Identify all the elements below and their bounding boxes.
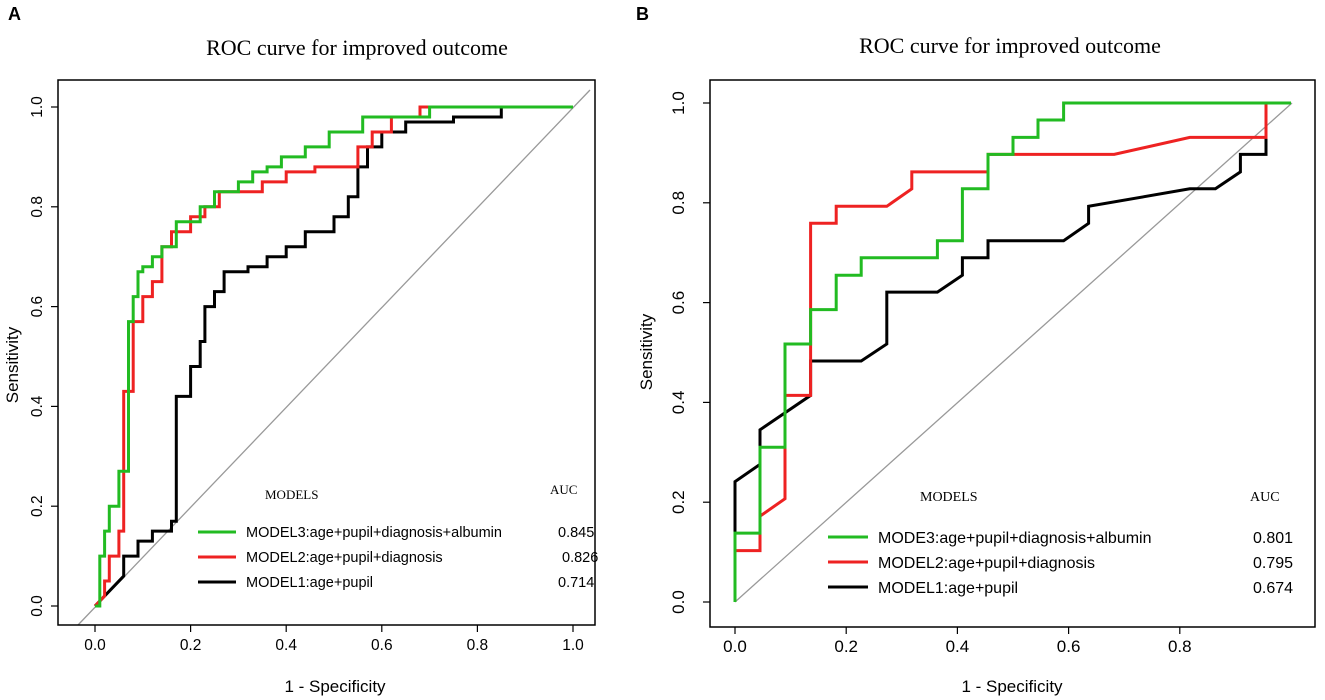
panel-b-plot-frame	[709, 79, 1316, 628]
panel-a-legend-auc-model1: 0.714	[558, 575, 594, 591]
panel-a-y-tick-label: 0.4	[29, 395, 46, 417]
panel-b-roc-line-mode3	[733, 101, 1291, 602]
panel-b-x-tick-label: 0.0	[723, 637, 747, 656]
panel-a-x-tick-label: 0.2	[180, 637, 202, 654]
panel-b-legend-label-model3: MODE3:age+pupil+diagnosis+albumin	[878, 530, 1152, 547]
panel-b-legend-auc-model2: 0.795	[1253, 555, 1293, 572]
panel-a-legend-title: MODELS	[265, 487, 318, 502]
panel-b-legend-auc-model1: 0.674	[1253, 580, 1293, 597]
panel-b-x-tick-label: 0.6	[1057, 637, 1081, 656]
panel-b-x-tick-label: 0.4	[946, 637, 970, 656]
panel-a: A ROC curve for improved outcome 0.0 0.2 0…	[3, 4, 598, 696]
panel-b-legend-label-model2: MODEL2:age+pupil+diagnosis	[878, 555, 1095, 572]
panel-a-x-tick-label: 0.8	[467, 637, 489, 654]
panel-b-y-tick-label: 0.4	[669, 391, 688, 415]
panel-a-x-tick-label: 0.0	[84, 637, 106, 654]
panel-b-legend-title: MODELS	[920, 490, 978, 505]
panel-b-y-tick-label: 0.2	[669, 490, 688, 514]
panel-a-roc-line-model2	[93, 105, 573, 608]
panel-b-y-tick-label: 0.8	[669, 191, 688, 215]
panel-b-ticks: 0.0 0.2 0.4 0.6 0.8 0.0 0.2 0.4 0.6 0.8 1.0	[669, 91, 1192, 656]
panel-a-legend-auc-model3: 0.845	[558, 525, 594, 541]
panel-b-reference-line	[734, 102, 1293, 603]
panel-a-y-tick-label: 0.0	[29, 595, 46, 617]
panel-b-x-axis-label: 1 - Specificity	[961, 677, 1063, 696]
panel-b-legend-label-model1: MODEL1:age+pupil	[878, 580, 1018, 597]
panel-b-y-axis-label: Sensitivity	[637, 313, 656, 390]
panel-a-legend-label-model1: MODEL1:age+pupil	[246, 575, 373, 591]
panel-a-roc-line-model1	[93, 105, 573, 608]
panel-a-x-axis-label: 1 - Specificity	[284, 677, 386, 696]
panel-b-y-tick-label: 1.0	[669, 91, 688, 115]
panel-a-y-tick-label: 0.6	[29, 296, 46, 318]
panel-a-legend-label-model3: MODEL3:age+pupil+diagnosis+albumin	[246, 525, 502, 541]
panel-a-y-axis-label: Sensitivity	[3, 326, 22, 403]
panel-a-ticks: 0.0 0.2 0.4 0.6 0.8 1.0 0.0 0.2 0.4 0.6 0.8 1.0	[29, 96, 584, 654]
panel-a-reference-line	[77, 89, 591, 626]
panel-a-x-tick-label: 0.6	[371, 637, 393, 654]
panel-a-roc-line-model3	[95, 105, 573, 608]
panel-b: B ROC curve for improved outcome 0.0 0.2 0…	[636, 4, 1316, 696]
panel-a-y-tick-label: 1.0	[29, 96, 46, 118]
panel-a-legend-label-model2: MODEL2:age+pupil+diagnosis	[246, 550, 443, 566]
panel-b-legend-auc-model3: 0.801	[1253, 530, 1293, 547]
panel-b-roc-line-model2	[733, 101, 1291, 602]
panel-a-y-tick-label: 0.2	[29, 495, 46, 517]
panel-a-x-tick-label: 0.4	[275, 637, 297, 654]
panel-a-title: ROC curve for improved outcome	[206, 35, 508, 60]
panel-b-label: B	[636, 4, 649, 24]
panel-a-y-tick-label: 0.8	[29, 196, 46, 218]
panel-b-y-tick-label: 0.6	[669, 291, 688, 315]
panel-a-legend-auc-header: AUC	[550, 482, 577, 497]
panel-a-legend-auc-model2: 0.826	[562, 550, 598, 566]
panel-a-series	[93, 105, 573, 608]
panel-b-x-tick-label: 0.8	[1168, 637, 1192, 656]
panel-a-label: A	[8, 4, 21, 24]
panel-a-x-tick-label: 1.0	[562, 637, 584, 654]
panel-a-plot-frame	[57, 79, 596, 626]
panel-b-title: ROC curve for improved outcome	[859, 33, 1161, 58]
panel-b-x-tick-label: 0.2	[834, 637, 858, 656]
panel-b-roc-line-model1	[733, 101, 1291, 602]
panel-b-legend-auc-header: AUC	[1250, 490, 1280, 505]
panel-b-series	[733, 101, 1291, 602]
panel-b-y-tick-label: 0.0	[669, 590, 688, 614]
